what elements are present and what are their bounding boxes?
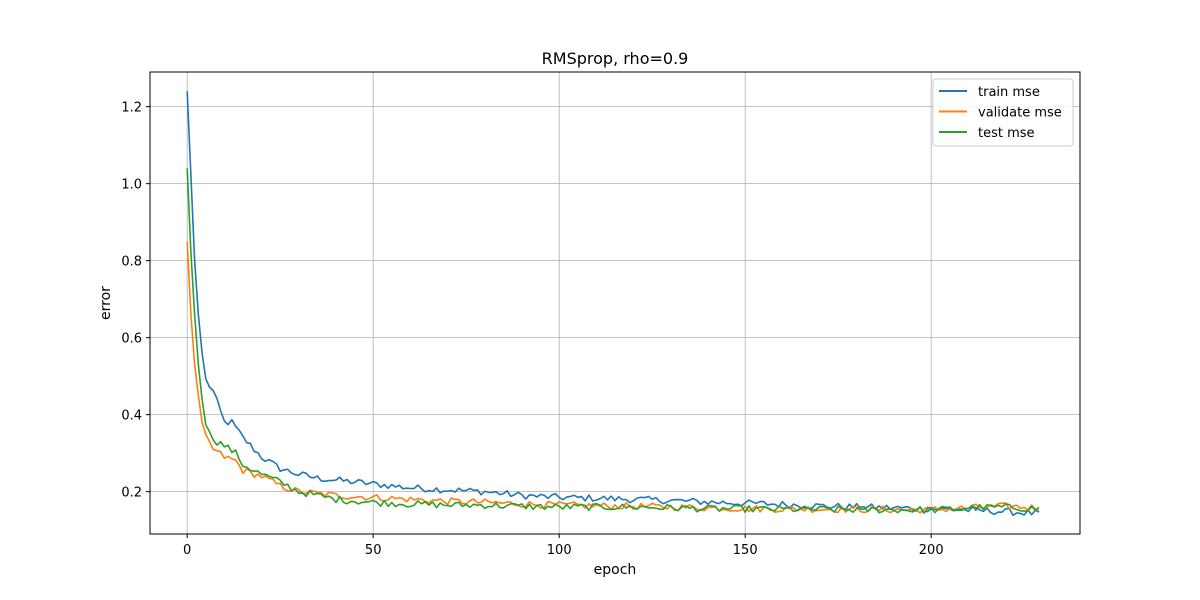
y-tick-label: 0.6 xyxy=(121,332,142,347)
legend: train mse validate mse test mse xyxy=(932,78,1074,147)
series-line-validate-mse xyxy=(186,241,1040,514)
series-layer xyxy=(186,91,1040,517)
legend-entry: validate mse xyxy=(978,106,1062,121)
legend-entry: test mse xyxy=(978,126,1035,141)
ticks: 0 50 100 150 200 0.2 0.4 0.6 0.8 1.0 1.2 xyxy=(121,101,943,558)
y-tick-label: 1.0 xyxy=(121,178,142,193)
series-line-test-mse xyxy=(186,168,1040,514)
x-tick-label: 50 xyxy=(365,543,382,558)
x-tick-label: 0 xyxy=(183,543,191,558)
legend-entry: train mse xyxy=(978,85,1040,100)
x-axis-label: epoch xyxy=(594,562,637,578)
y-tick-label: 0.4 xyxy=(121,409,142,424)
x-tick-label: 150 xyxy=(733,543,758,558)
y-tick-label: 0.8 xyxy=(121,255,142,270)
grid xyxy=(150,72,1080,534)
y-axis-label: error xyxy=(98,286,114,320)
x-tick-label: 100 xyxy=(547,543,572,558)
plot-frame xyxy=(149,71,1081,535)
series-line-train-mse xyxy=(186,91,1040,517)
y-tick-label: 0.2 xyxy=(121,486,142,501)
y-tick-label: 1.2 xyxy=(121,101,142,116)
legend-box xyxy=(932,78,1074,147)
x-tick-label: 200 xyxy=(919,543,944,558)
chart-title: RMSprop, rho=0.9 xyxy=(542,49,689,68)
